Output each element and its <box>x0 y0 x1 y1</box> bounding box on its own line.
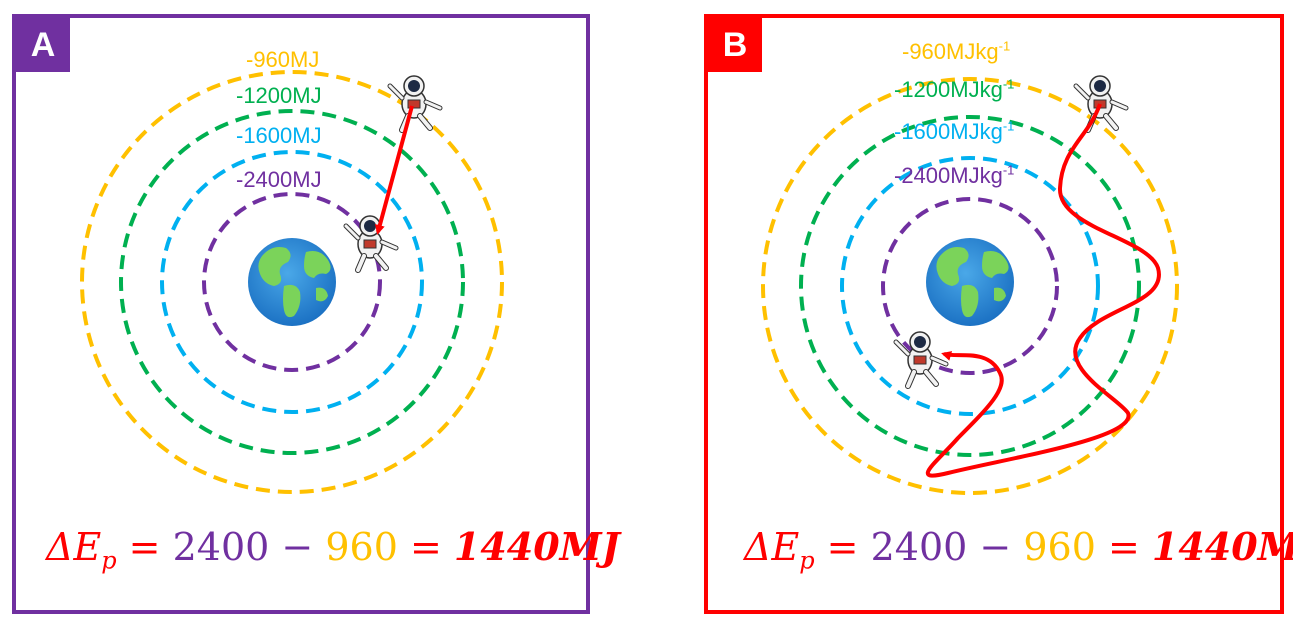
orbit-960 <box>761 77 1179 495</box>
earth-icon <box>926 238 1014 326</box>
astronaut-icon <box>387 75 443 133</box>
astronaut-icon <box>1073 75 1129 133</box>
panel-b: B <box>704 14 1293 614</box>
path-arrow-winding <box>925 103 1161 478</box>
label-960: -960MJkg-1 <box>902 38 1011 64</box>
energy-formula: ΔEp = 2400 − 960 = 1440MJ <box>744 524 1293 575</box>
path-arrow-direct <box>374 105 414 235</box>
panel-a-badge: A <box>16 18 70 72</box>
label-1200: -1200MJkg-1 <box>894 76 1015 102</box>
label-1600: -1600MJkg-1 <box>894 118 1015 144</box>
label-1200: -1200MJ <box>236 83 322 108</box>
astronaut-icon <box>343 215 399 273</box>
orbit-1600 <box>840 156 1100 416</box>
orbit-960 <box>80 70 504 494</box>
orbit-1200 <box>119 109 465 455</box>
panel-b-badge: B <box>708 18 762 72</box>
label-960: -960MJ <box>246 47 320 72</box>
energy-formula: ΔEp = 2400 − 960 = 1440MJ <box>46 524 620 575</box>
orbit-2400 <box>202 192 382 372</box>
orbit-1200 <box>799 115 1141 457</box>
astronaut-icon <box>893 331 949 389</box>
orbit-1600 <box>160 150 424 414</box>
panel-b-diagram <box>761 75 1179 495</box>
earth-icon <box>248 238 336 326</box>
label-2400: -2400MJkg-1 <box>894 162 1015 188</box>
orbit-2400 <box>881 197 1059 375</box>
panel-a-diagram <box>80 70 504 494</box>
panel-a: A <box>12 14 620 614</box>
label-1600: -1600MJ <box>236 123 322 148</box>
label-2400: -2400MJ <box>236 167 322 192</box>
